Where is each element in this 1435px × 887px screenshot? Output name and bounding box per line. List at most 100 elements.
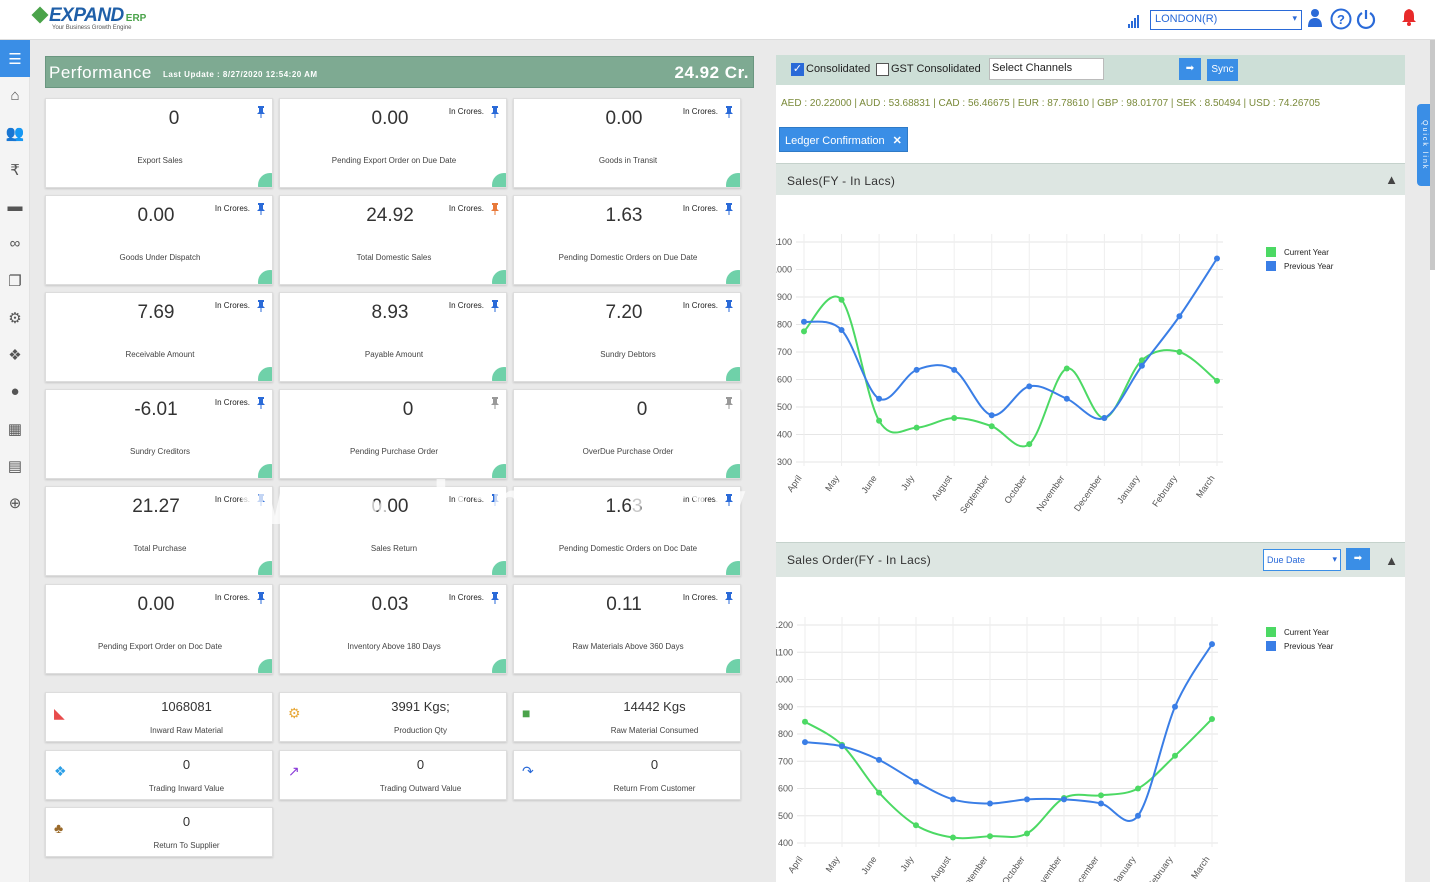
data-point[interactable] bbox=[1026, 383, 1033, 390]
kpi-card[interactable]: 8.93 In Crores. Payable Amount bbox=[279, 292, 507, 382]
pin-icon[interactable] bbox=[257, 203, 265, 218]
data-point[interactable] bbox=[1135, 812, 1141, 819]
pin-icon[interactable] bbox=[725, 494, 733, 509]
data-point[interactable] bbox=[1063, 365, 1070, 372]
help-icon[interactable]: ? bbox=[1330, 8, 1352, 35]
pin-icon[interactable] bbox=[491, 494, 499, 509]
kpi-card[interactable]: 0.00 In Crores. Pending Export Order on Do… bbox=[45, 584, 273, 674]
data-point[interactable] bbox=[913, 778, 919, 785]
data-point[interactable] bbox=[1024, 796, 1030, 803]
users-icon[interactable]: 👥 bbox=[5, 124, 25, 142]
consolidated-checkbox[interactable]: ✓ bbox=[791, 63, 804, 76]
gears-icon[interactable]: ⚙ bbox=[8, 309, 22, 327]
legend-item[interactable]: Current Year bbox=[1266, 627, 1333, 637]
pin-icon[interactable] bbox=[257, 592, 265, 607]
pin-icon[interactable] bbox=[725, 592, 733, 607]
kpi-card[interactable]: 1.63 In Crores. Pending Domestic Orders on… bbox=[513, 486, 741, 576]
pin-icon[interactable] bbox=[257, 106, 265, 121]
data-point[interactable] bbox=[1061, 796, 1067, 803]
kpi-card[interactable]: 0.00 In Crores. Goods Under Dispatch bbox=[45, 195, 273, 285]
summary-card[interactable]: ↷ 0 Return From Customer bbox=[513, 750, 741, 800]
kpi-card[interactable]: 0.00 In Crores. Pending Export Order on Du… bbox=[279, 98, 507, 188]
calculator-icon[interactable]: ▦ bbox=[7, 420, 23, 438]
data-point[interactable] bbox=[839, 743, 845, 750]
data-point[interactable] bbox=[801, 328, 807, 335]
legend-item[interactable]: Current Year bbox=[1266, 247, 1333, 257]
kpi-card[interactable]: 0 Pending Purchase Order bbox=[279, 389, 507, 479]
pin-icon[interactable] bbox=[257, 494, 265, 509]
data-point[interactable] bbox=[1176, 313, 1183, 320]
data-point[interactable] bbox=[1138, 362, 1145, 369]
data-point[interactable] bbox=[913, 424, 920, 431]
date-basis-select[interactable]: Due Date ▾ bbox=[1263, 549, 1341, 571]
pin-icon[interactable] bbox=[257, 397, 265, 412]
go-arrow-button[interactable]: ➡ bbox=[1179, 58, 1201, 80]
kpi-card[interactable]: 0 Export Sales bbox=[45, 98, 273, 188]
kpi-card[interactable]: 7.69 In Crores. Receivable Amount bbox=[45, 292, 273, 382]
data-point[interactable] bbox=[1024, 830, 1030, 837]
summary-card[interactable]: ↗ 0 Trading Outward Value bbox=[279, 750, 507, 800]
bell-icon[interactable] bbox=[1402, 8, 1416, 31]
summary-card[interactable]: ■ 14442 Kgs Raw Material Consumed bbox=[513, 692, 741, 742]
kpi-card[interactable]: 0 OverDue Purchase Order bbox=[513, 389, 741, 479]
data-point[interactable] bbox=[1214, 377, 1220, 384]
data-point[interactable] bbox=[1172, 752, 1178, 759]
data-point[interactable] bbox=[1172, 703, 1178, 710]
data-point[interactable] bbox=[801, 318, 807, 325]
summary-card[interactable]: ❖ 0 Trading Inward Value bbox=[45, 750, 273, 800]
branch-select[interactable]: LONDON(R) ▾ bbox=[1150, 10, 1302, 30]
logo[interactable]: EXPAND ERP Your Business Growth Engine bbox=[31, 5, 146, 31]
data-point[interactable] bbox=[876, 417, 883, 424]
pin-icon[interactable] bbox=[491, 397, 499, 412]
kpi-card[interactable]: 0.00 In Crores. Sales Return bbox=[279, 486, 507, 576]
user-icon[interactable]: ● bbox=[10, 383, 20, 400]
pin-icon[interactable] bbox=[491, 203, 499, 218]
pin-icon[interactable] bbox=[491, 106, 499, 121]
handshake-icon[interactable]: ∞ bbox=[9, 235, 21, 252]
data-point[interactable] bbox=[838, 327, 845, 333]
data-point[interactable] bbox=[1209, 716, 1215, 723]
pin-icon[interactable] bbox=[725, 300, 733, 315]
file-icon[interactable]: ▤ bbox=[7, 457, 23, 475]
collapse-icon[interactable]: ▲ bbox=[1385, 553, 1398, 568]
pin-icon[interactable] bbox=[725, 203, 733, 218]
close-icon[interactable]: ✕ bbox=[892, 135, 902, 147]
data-point[interactable] bbox=[951, 366, 958, 373]
documents-icon[interactable]: ❐ bbox=[8, 272, 22, 290]
kpi-card[interactable]: 7.20 In Crores. Sundry Debtors bbox=[513, 292, 741, 382]
data-point[interactable] bbox=[876, 756, 882, 763]
data-point[interactable] bbox=[987, 833, 993, 840]
legend-item[interactable]: Previous Year bbox=[1266, 261, 1333, 271]
data-point[interactable] bbox=[1098, 792, 1104, 799]
data-point[interactable] bbox=[951, 415, 958, 421]
collapse-icon[interactable]: ▲ bbox=[1385, 172, 1398, 187]
kpi-card[interactable]: 24.92 In Crores. Total Domestic Sales bbox=[279, 195, 507, 285]
summary-card[interactable]: ⚙ 3991 Kgs; Production Qty bbox=[279, 692, 507, 742]
data-point[interactable] bbox=[987, 800, 993, 807]
power-icon[interactable] bbox=[1356, 8, 1376, 35]
menu-icon[interactable]: ☰ bbox=[0, 40, 30, 77]
channels-select[interactable]: Select Channels bbox=[989, 58, 1104, 80]
pin-icon[interactable] bbox=[491, 300, 499, 315]
data-point[interactable] bbox=[1176, 349, 1183, 355]
sync-button[interactable]: Sync bbox=[1207, 59, 1238, 81]
plus-circle-icon[interactable]: ⊕ bbox=[8, 494, 22, 512]
data-point[interactable] bbox=[1101, 415, 1108, 421]
summary-card[interactable]: ◣ 1068081 Inward Raw Material bbox=[45, 692, 273, 742]
pin-icon[interactable] bbox=[491, 592, 499, 607]
summary-card[interactable]: ♣ 0 Return To Supplier bbox=[45, 807, 273, 857]
briefcase-icon[interactable]: ▬ bbox=[7, 198, 23, 215]
data-point[interactable] bbox=[1214, 255, 1220, 262]
data-point[interactable] bbox=[1063, 395, 1070, 402]
data-point[interactable] bbox=[950, 834, 956, 841]
ledger-confirmation-tag[interactable]: Ledger Confirmation ✕ bbox=[779, 127, 908, 152]
data-point[interactable] bbox=[838, 296, 845, 303]
data-point[interactable] bbox=[950, 796, 956, 803]
kpi-card[interactable]: 0.03 In Crores. Inventory Above 180 Days bbox=[279, 584, 507, 674]
gst-consolidated-checkbox[interactable] bbox=[876, 63, 889, 76]
data-point[interactable] bbox=[913, 366, 920, 373]
data-point[interactable] bbox=[802, 739, 808, 746]
data-point[interactable] bbox=[1026, 441, 1033, 448]
scrollbar[interactable] bbox=[1430, 40, 1435, 270]
data-point[interactable] bbox=[876, 395, 883, 402]
